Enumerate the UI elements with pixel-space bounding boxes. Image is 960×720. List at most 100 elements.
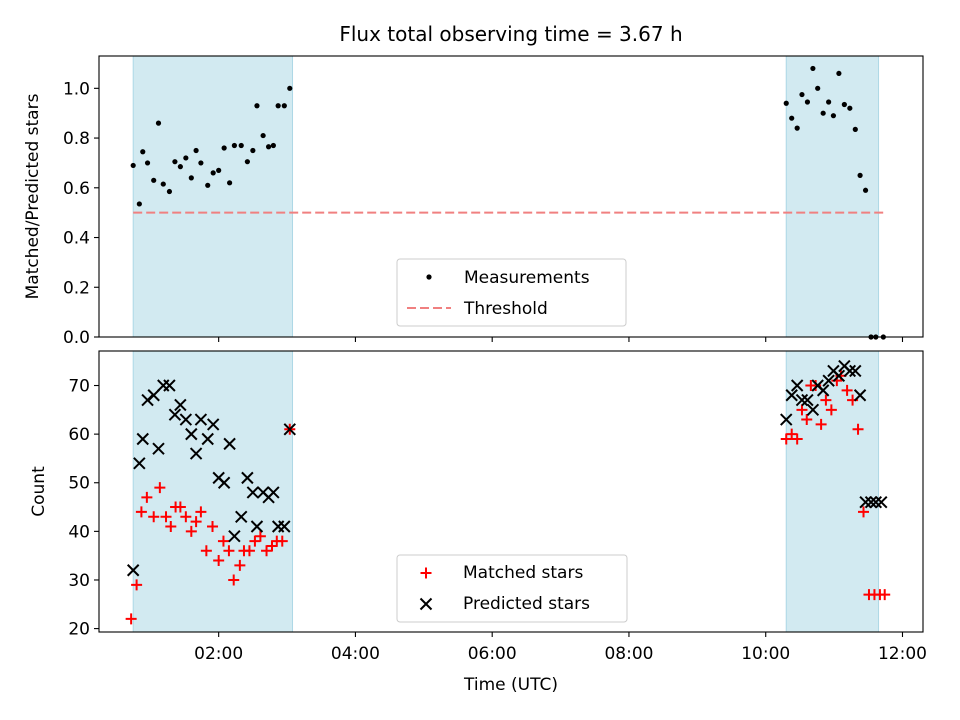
predicted-star-point — [235, 510, 248, 523]
top-legend: Measurements Threshold — [396, 258, 627, 327]
bottom-x-tick-label: 12:00 — [878, 644, 927, 664]
measurement-point — [820, 110, 826, 116]
bottom-x-tick-label: 04:00 — [331, 644, 380, 664]
measurement-point — [830, 113, 837, 119]
legend-threshold-label: Threshold — [463, 299, 548, 319]
predicted-star-point — [267, 486, 280, 499]
bottom-shaded-region-1 — [785, 350, 880, 633]
matched-star-point — [243, 545, 255, 557]
matched-star-point — [858, 506, 870, 518]
legend-predicted-x — [419, 597, 433, 611]
measurement-point — [166, 188, 173, 195]
measurement-point — [216, 167, 222, 173]
predicted-star-point — [206, 418, 220, 431]
matched-stars-points — [125, 370, 891, 625]
matched-star-point — [195, 506, 207, 518]
predicted-star-point — [843, 364, 857, 378]
predicted-star-point — [217, 476, 231, 489]
predicted-star-point — [785, 389, 798, 402]
predicted-stars-points — [126, 359, 888, 577]
top-y-tick-label: 0.6 — [63, 179, 90, 199]
matched-star-point — [261, 545, 273, 557]
matched-star-point — [223, 545, 235, 557]
predicted-star-point — [189, 447, 203, 460]
bottom-y-tick-label: 30 — [68, 571, 90, 591]
predicted-star-point — [228, 530, 241, 543]
legend-measurements-label: Measurements — [464, 268, 590, 288]
measurement-point — [172, 159, 178, 165]
top-y-tick-label: 0.2 — [63, 278, 90, 298]
matched-star-point — [207, 521, 219, 533]
measurement-point — [227, 180, 233, 186]
predicted-star-point — [795, 393, 809, 407]
measurement-point — [221, 145, 227, 151]
bottom-legend: Matched stars Predicted stars — [396, 554, 628, 623]
bottom-y-ticks: 20 30 40 50 60 70 — [68, 377, 99, 640]
predicted-star-point — [241, 471, 254, 485]
matched-star-point — [190, 516, 202, 528]
matched-star-point — [180, 511, 192, 523]
top-y-axis-label: Matched/Predicted stars — [23, 93, 43, 299]
measurement-point — [205, 182, 211, 188]
measurement-point — [177, 164, 183, 170]
bottom-panel: 20 30 40 50 60 70 02:00 04:00 06:00 08:00 10:00 12… — [29, 350, 927, 695]
matched-star-point — [879, 589, 891, 601]
measurement-point — [804, 99, 811, 105]
measurement-point — [244, 159, 250, 165]
measurement-point — [847, 105, 853, 111]
measurement-point — [789, 115, 795, 121]
matched-star-point — [820, 394, 832, 406]
top-shaded-regions — [132, 55, 880, 338]
top-y-tick-label: 1.0 — [63, 79, 90, 99]
predicted-star-point — [278, 520, 291, 533]
predicted-star-point — [869, 495, 883, 509]
measurement-point — [144, 160, 151, 166]
measurement-point — [155, 120, 162, 126]
measurement-point — [810, 65, 816, 72]
matched-star-point — [154, 482, 166, 494]
measurement-point — [254, 103, 260, 109]
legend-predicted-label: Predicted stars — [463, 594, 590, 614]
matched-star-point — [141, 491, 153, 503]
matched-star-point — [131, 579, 143, 591]
predicted-star-point — [152, 442, 165, 455]
measurement-point — [260, 132, 266, 139]
bottom-x-tick-label: 10:00 — [741, 644, 790, 664]
predicted-star-point — [780, 413, 793, 426]
predicted-star-point — [126, 564, 140, 577]
measurement-point — [783, 100, 789, 106]
measurement-point — [836, 70, 842, 77]
matched-star-point — [217, 535, 229, 547]
predicted-star-point — [283, 423, 296, 436]
predicted-star-point — [223, 437, 236, 451]
measurement-point — [281, 103, 287, 109]
matched-star-point — [786, 428, 798, 440]
matched-star-point — [135, 506, 147, 518]
top-y-tick-label: 0.8 — [63, 129, 90, 149]
matched-star-point — [165, 521, 177, 533]
measurement-point — [151, 177, 157, 183]
matched-star-point — [160, 511, 172, 523]
top-y-ticks: 0.0 0.2 0.4 0.6 0.8 1.0 — [63, 79, 99, 348]
matched-star-point — [791, 433, 803, 445]
measurement-point — [210, 170, 216, 176]
measurement-point — [250, 147, 256, 154]
predicted-star-point — [875, 495, 888, 509]
matched-star-point — [200, 545, 212, 557]
matched-star-point — [815, 418, 827, 430]
bottom-x-tick-label: 06:00 — [468, 644, 517, 664]
measurement-point — [815, 85, 821, 91]
predicted-star-point — [822, 374, 835, 387]
matched-star-point — [266, 540, 278, 552]
matched-star-point — [125, 613, 137, 625]
legend-matched-plus — [420, 567, 432, 579]
top-panel: 0.0 0.2 0.4 0.6 0.8 1.0 Matched/Predicted sta… — [23, 55, 924, 348]
bottom-x-tick-label: 08:00 — [604, 644, 653, 664]
figure-title: Flux total observing time = 3.67 h — [339, 22, 682, 46]
bottom-axes-frame — [98, 350, 924, 633]
bottom-y-tick-label: 40 — [68, 522, 90, 542]
matched-star-point — [801, 414, 813, 426]
matched-star-point — [213, 555, 225, 567]
predicted-star-point — [168, 408, 182, 421]
top-y-tick-label: 0.4 — [63, 229, 90, 249]
